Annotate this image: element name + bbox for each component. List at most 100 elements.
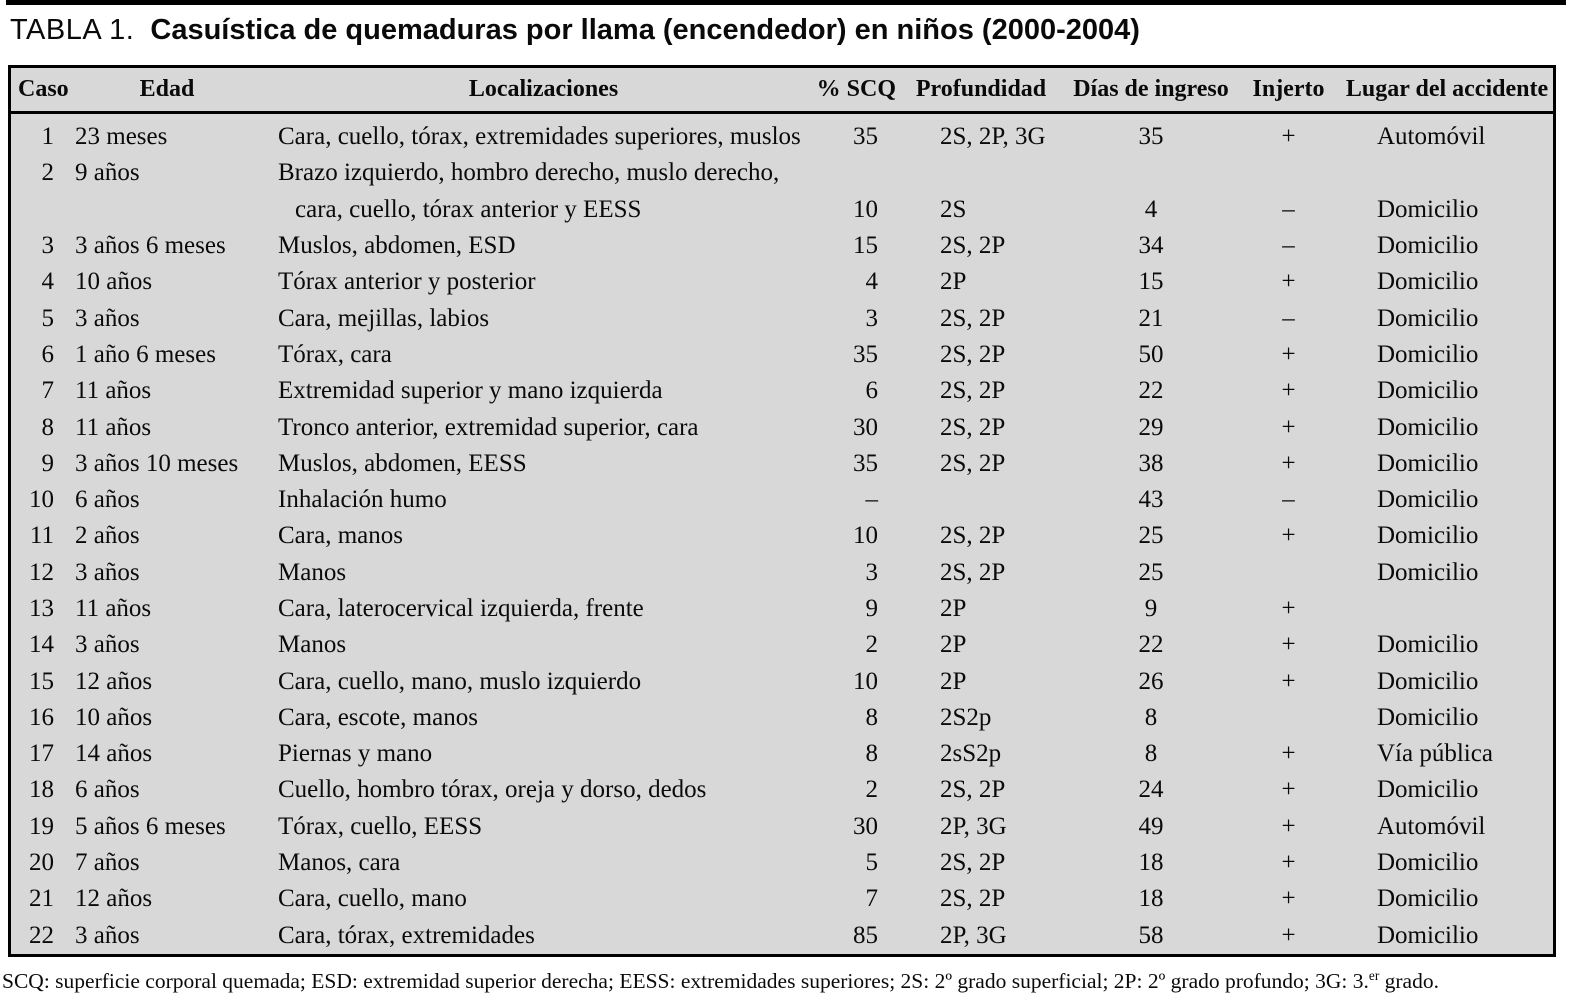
cell-profundidad: 2P (940, 631, 967, 659)
table-row: 5 3 años Cara, mejillas, labios 3 2S, 2P 21 – D… (11, 300, 1553, 336)
cell-injerto: – (1282, 304, 1295, 332)
table-row: 6 1 año 6 meses Tórax, cara 35 2S, 2P 50 + Domi… (11, 337, 1553, 373)
table-row: 3 3 años 6 meses Muslos, abdomen, ESD 15 2S,… (11, 228, 1553, 264)
cell-edad: 5 años 6 meses (75, 812, 226, 840)
cell-scq: 7 (865, 885, 879, 913)
cell-edad: 23 meses (75, 123, 168, 151)
table-row: 20 7 años Manos, cara 5 2S, 2P 18 + Domicilio (11, 845, 1553, 881)
cell-scq: 85 (853, 921, 878, 949)
cell-scq: 5 (865, 849, 879, 877)
header-localizaciones: Localizaciones (468, 76, 619, 102)
cell-lugar: Domicilio (1377, 232, 1479, 260)
cell-dias: 38 (1138, 449, 1164, 477)
cell-scq: 35 (853, 340, 878, 368)
cell-profundidad: 2S, 2P (940, 522, 1006, 550)
cell-lugar: Domicilio (1377, 885, 1479, 913)
cell-scq: 10 (853, 522, 878, 550)
cell-dias: 35 (1138, 123, 1164, 151)
cell-dias: 29 (1138, 413, 1164, 441)
cell-lugar: Domicilio (1377, 849, 1479, 877)
cell-lugar: Automóvil (1377, 123, 1486, 151)
cell-edad: 12 años (75, 667, 153, 695)
cell-caso: 14 (29, 631, 54, 659)
cell-lugar: Domicilio (1377, 522, 1479, 550)
header-scq: % SCQ (816, 76, 896, 102)
data-table: Caso Edad Localizaciones % SCQ Profundid… (8, 65, 1556, 957)
cell-lugar: Domicilio (1377, 340, 1479, 368)
cell-scq: 9 (865, 595, 879, 622)
cell-caso: 12 (29, 558, 54, 586)
cell-edad: 10 años (75, 703, 153, 731)
cell-localizaciones: Manos, cara (278, 849, 401, 877)
cell-localizaciones: Extremidad superior y mano izquierda (278, 377, 663, 405)
table-row: cara, cuello, tórax anterior y EESS 10 2S 4… (11, 192, 1553, 228)
cell-lugar: Domicilio (1377, 558, 1479, 586)
cell-localizaciones: Cuello, hombro tórax, oreja y dorso, ded… (278, 776, 707, 804)
cell-dias: 25 (1138, 522, 1164, 550)
cell-profundidad: 2S, 2P (940, 558, 1006, 586)
cell-dias: 43 (1138, 486, 1164, 514)
cell-scq: 35 (853, 123, 878, 151)
cell-injerto: + (1281, 921, 1296, 949)
cell-dias: 21 (1138, 304, 1164, 332)
cell-caso: 1 (41, 123, 55, 151)
cell-profundidad: 2S, 2P (940, 776, 1006, 804)
cell-localizaciones: Muslos, abdomen, ESD (278, 232, 516, 260)
cell-profundidad: 2S, 2P (940, 449, 1006, 477)
cell-injerto: – (1282, 195, 1295, 223)
cell-profundidad: 2P, 3G (940, 921, 1007, 949)
cell-scq: 2 (865, 776, 879, 804)
cell-dias: 8 (1144, 740, 1158, 768)
table-row: 16 10 años Cara, escote, manos 8 2S2p 8 Domici… (11, 700, 1553, 736)
cell-scq: 6 (865, 377, 879, 405)
cell-dias: 15 (1138, 268, 1164, 296)
cell-edad: 9 años (75, 159, 140, 187)
table-row: 17 14 años Piernas y mano 8 2sS2p 8 + Vía públi… (11, 736, 1553, 772)
header-caso: Caso (18, 76, 69, 102)
cell-lugar: Domicilio (1377, 449, 1479, 477)
cell-edad: 11 años (75, 413, 152, 441)
cell-localizaciones: Cara, mejillas, labios (278, 304, 490, 332)
cell-localizaciones: Brazo izquierdo, hombro derecho, muslo d… (278, 159, 780, 187)
cell-scq: 15 (853, 232, 878, 260)
cell-localizaciones: Manos (278, 558, 347, 586)
cell-injerto: + (1281, 413, 1296, 441)
cell-lugar: Domicilio (1377, 667, 1479, 695)
cell-scq: – (865, 486, 879, 514)
table-row: 12 3 años Manos 3 2S, 2P 25 Domicilio (11, 555, 1553, 591)
cell-lugar: Domicilio (1377, 921, 1479, 949)
cell-localizaciones: Cara, escote, manos (278, 703, 478, 731)
table-row: 7 11 años Extremidad superior y mano izqui… (11, 373, 1553, 409)
cell-injerto: + (1281, 595, 1296, 622)
table-row: 15 12 años Cara, cuello, mano, muslo izqui… (11, 663, 1553, 699)
cell-injerto: – (1282, 486, 1295, 514)
cell-edad: 3 años (75, 558, 140, 586)
cell-localizaciones: Manos (278, 631, 347, 659)
cell-injerto: + (1281, 123, 1296, 151)
cell-localizaciones: Cara, cuello, mano, muslo izquierdo (278, 667, 642, 695)
cell-dias: 24 (1138, 776, 1164, 804)
footnote-text-end: grado. (1379, 969, 1439, 994)
cell-caso: 16 (29, 703, 54, 731)
header-dias-ingreso: Días de ingreso (1073, 76, 1229, 102)
table-body: 1 23 meses Cara, cuello, tórax, extremidad… (11, 114, 1553, 954)
cell-scq: 3 (865, 304, 879, 332)
cell-edad: 3 años 6 meses (75, 232, 226, 260)
table-title: TABLA 1. Casuística de quemaduras por lla… (10, 14, 1566, 47)
cell-profundidad: 2S, 2P (940, 232, 1006, 260)
table-row: 14 3 años Manos 2 2P 22 + Domicilio (11, 627, 1553, 663)
cell-localizaciones: Piernas y mano (278, 740, 433, 768)
header-edad: Edad (139, 76, 195, 102)
cell-profundidad: 2P (940, 268, 967, 296)
cell-caso: 7 (41, 377, 55, 405)
cell-dias: 8 (1144, 703, 1158, 731)
table-title-text: Casuística de quemaduras por llama (ence… (150, 14, 1140, 46)
cell-caso: 4 (41, 268, 55, 296)
cell-dias: 18 (1138, 849, 1164, 877)
cell-dias: 34 (1138, 232, 1164, 260)
cell-edad: 10 años (75, 268, 153, 296)
cell-scq: 10 (853, 195, 878, 223)
table-row: 21 12 años Cara, cuello, mano 7 2S, 2P 18 + Dom… (11, 881, 1553, 917)
table-row: 8 11 años Tronco anterior, extremidad supe… (11, 409, 1553, 445)
cell-caso: 15 (29, 667, 54, 695)
